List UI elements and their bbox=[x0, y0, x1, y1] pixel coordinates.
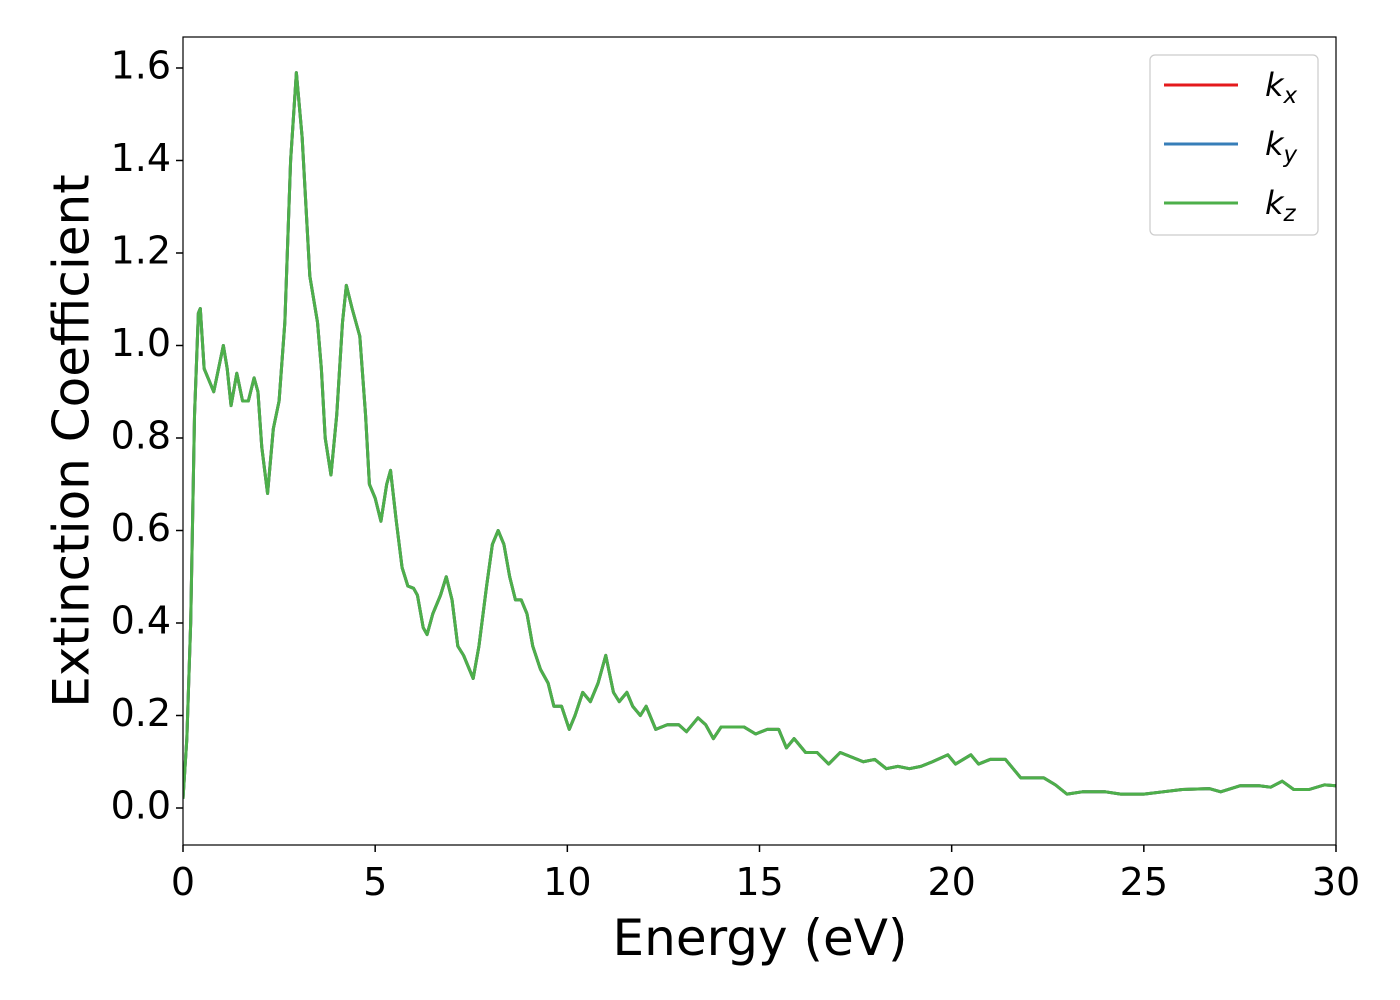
plot-frame bbox=[182, 36, 1337, 846]
x-tick-label: 20 bbox=[927, 860, 975, 904]
y-tick-label: 0.6 bbox=[111, 506, 171, 550]
legend-label: kz bbox=[1265, 184, 1297, 227]
y-tick-label: 1.4 bbox=[111, 136, 171, 180]
y-tick-label: 1.0 bbox=[111, 321, 171, 365]
x-tick-label: 15 bbox=[735, 860, 783, 904]
legend-label: kx bbox=[1265, 66, 1298, 109]
x-tick-label: 30 bbox=[1312, 860, 1360, 904]
legend-label: ky bbox=[1265, 125, 1298, 168]
y-tick-label: 0.8 bbox=[111, 413, 171, 457]
y-axis-label: Extinction Coefficient bbox=[43, 174, 101, 708]
y-tick-label: 0.0 bbox=[111, 783, 171, 827]
x-tick-label: 5 bbox=[363, 860, 387, 904]
y-tick-label: 0.4 bbox=[111, 598, 171, 642]
x-tick-label: 25 bbox=[1120, 860, 1168, 904]
y-tick-label: 1.6 bbox=[111, 43, 171, 87]
x-axis-label: Energy (eV) bbox=[613, 909, 908, 967]
y-tick-label: 1.2 bbox=[111, 228, 171, 272]
x-tick-label: 0 bbox=[171, 860, 195, 904]
y-tick-label: 0.2 bbox=[111, 691, 171, 735]
x-tick-label: 10 bbox=[543, 860, 591, 904]
series-line bbox=[183, 71, 1336, 799]
